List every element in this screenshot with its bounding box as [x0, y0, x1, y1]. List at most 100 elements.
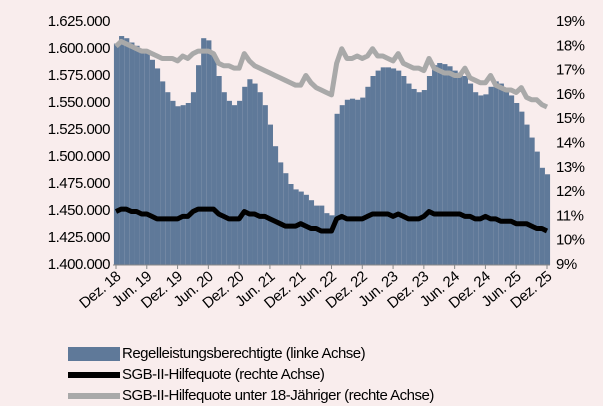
- bar: [529, 137, 535, 265]
- y-tick-label: 1.500.000: [48, 148, 110, 165]
- bar: [144, 51, 150, 265]
- bar: [339, 105, 345, 265]
- bar: [196, 65, 202, 265]
- bar: [360, 97, 366, 265]
- bar: [201, 38, 207, 266]
- y-tick-label: 1.600.000: [48, 40, 110, 57]
- bar: [267, 124, 273, 265]
- bar: [452, 70, 458, 265]
- bar: [113, 43, 120, 265]
- bar: [344, 99, 350, 265]
- y-tick-label: 1.625.000: [48, 13, 110, 30]
- bar: [539, 167, 545, 265]
- bar: [396, 70, 402, 265]
- y2-tick-label: 14%: [556, 134, 585, 151]
- y2-tick-label: 12%: [556, 183, 585, 200]
- y2-tick-label: 9%: [556, 256, 577, 273]
- bar: [262, 105, 268, 265]
- bar: [247, 79, 253, 266]
- bar: [488, 86, 494, 265]
- line: [114, 38, 549, 110]
- bar: [416, 92, 422, 265]
- bar: [447, 66, 453, 265]
- bar: [211, 54, 217, 266]
- bar: [160, 81, 166, 266]
- bar: [216, 76, 222, 265]
- bar: [319, 205, 325, 265]
- bar: [385, 67, 392, 265]
- bar: [334, 113, 340, 265]
- bar: [524, 124, 530, 265]
- bar: [237, 100, 243, 265]
- bar: [185, 103, 191, 265]
- bar: [432, 65, 438, 265]
- bar: [421, 90, 427, 265]
- bar: [170, 100, 176, 265]
- bar: [303, 194, 309, 265]
- bar: [514, 103, 520, 265]
- bar: [355, 99, 361, 265]
- y2-tick-label: 11%: [556, 207, 584, 224]
- bar: [401, 76, 407, 265]
- bar: [139, 49, 145, 265]
- bar: [242, 86, 248, 265]
- y-tick-label: 1.525.000: [48, 121, 110, 138]
- bar: [298, 191, 304, 265]
- bar: [180, 105, 186, 265]
- bar: [124, 38, 130, 266]
- bar: [308, 200, 315, 265]
- bar: [519, 111, 525, 265]
- bar: [119, 36, 125, 265]
- y2-tick-label: 17%: [556, 62, 585, 79]
- y-tick-label: 1.400.000: [48, 256, 110, 273]
- bar: [426, 76, 433, 265]
- bar: [206, 40, 212, 265]
- bar: [483, 94, 489, 265]
- y-tick-label: 1.575.000: [48, 67, 110, 84]
- bar: [467, 83, 474, 265]
- bar: [478, 95, 484, 265]
- bar: [252, 83, 258, 265]
- bar: [406, 83, 412, 265]
- bar: [509, 95, 515, 265]
- bar: [257, 92, 263, 265]
- bar: [349, 98, 356, 266]
- bar: [437, 63, 443, 265]
- bar: [503, 88, 510, 266]
- y2-tick-label: 15%: [556, 110, 585, 127]
- bar: [175, 106, 181, 266]
- bar: [498, 83, 504, 265]
- legend-label: SGB-II-Hilfequote unter 18-Jähriger (rec…: [122, 387, 434, 404]
- y-tick-label: 1.450.000: [48, 202, 110, 219]
- y-tick-label: 1.425.000: [48, 229, 110, 246]
- legend-label: Regelleistungsberechtigte (linke Achse): [122, 345, 366, 362]
- bar: [411, 88, 417, 266]
- bar: [324, 213, 330, 265]
- bar: [190, 92, 197, 265]
- bar: [165, 92, 171, 265]
- line: [114, 206, 549, 234]
- y-tick-label: 1.475.000: [48, 175, 110, 192]
- y2-tick-label: 16%: [556, 86, 585, 103]
- y-tick-label: 1.550.000: [48, 94, 110, 111]
- bar: [226, 100, 232, 265]
- bar: [457, 72, 463, 265]
- bar: [221, 92, 227, 265]
- bar: [154, 68, 161, 265]
- bar: [544, 174, 551, 265]
- bar: [442, 64, 448, 266]
- bar: [391, 68, 397, 265]
- bar: [370, 76, 376, 265]
- legend-swatch: [68, 347, 120, 361]
- bar: [329, 215, 335, 265]
- bar: [365, 86, 371, 265]
- bar: [231, 105, 238, 265]
- bar: [493, 81, 499, 266]
- y2-tick-label: 13%: [556, 159, 585, 176]
- bar: [272, 146, 279, 265]
- bar: [380, 67, 386, 265]
- y2-tick-label: 18%: [556, 37, 585, 54]
- bar: [314, 205, 320, 265]
